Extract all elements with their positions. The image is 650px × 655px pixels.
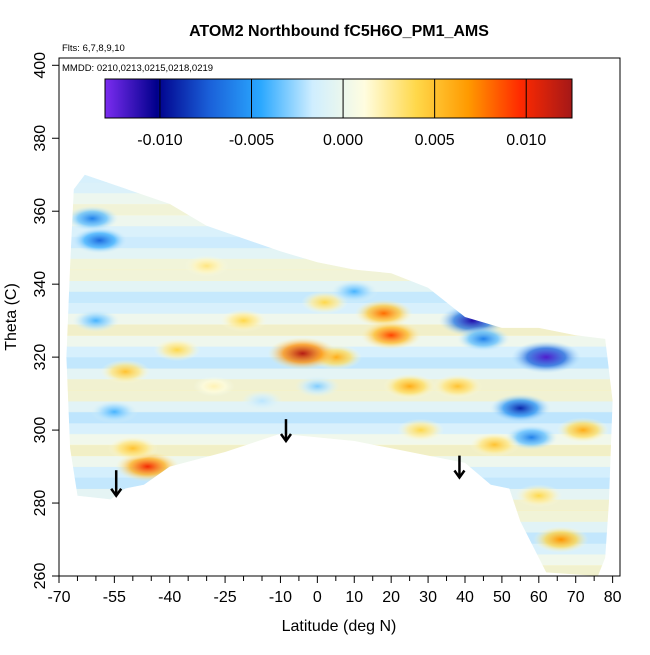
x-tick-label: -40 (158, 589, 181, 606)
x-tick-label: -70 (47, 589, 70, 606)
heatmap-patch (360, 320, 422, 350)
heatmap-row (66, 411, 613, 424)
heatmap-row (66, 335, 613, 347)
colorbar-gradient (104, 78, 573, 119)
heatmap-patch (100, 359, 151, 384)
flights-note: Flts: 6,7,8,9,10 (62, 43, 125, 54)
heatmap-row (66, 400, 613, 413)
dates-note: MMDD: 0210,0213,0215,0218,0219 (62, 63, 213, 74)
heatmap-patch (457, 326, 510, 352)
heatmap-row (66, 313, 613, 325)
y-tick-label: 280 (32, 490, 49, 517)
heatmap-patch (533, 526, 589, 553)
heatmap-patch (267, 337, 338, 370)
heatmap-patch (66, 205, 119, 232)
colorbar-tick-label: -0.005 (229, 132, 274, 149)
chart-title: ATOM2 Northbound fC5H6O_PM1_AMS (189, 23, 489, 40)
heatmap-row (66, 389, 613, 402)
heatmap-patch (241, 390, 283, 412)
y-tick-label: 340 (32, 271, 49, 298)
heatmap-patch (511, 340, 581, 374)
heatmap-patch (432, 374, 483, 399)
heatmap-patch (295, 375, 340, 398)
heatmap-patch (153, 338, 201, 362)
x-tick-label: 40 (456, 589, 474, 606)
colorbar-tick-label: -0.010 (137, 132, 182, 149)
heatmap-row (66, 269, 613, 282)
heatmap-patch (397, 418, 445, 442)
heatmap-patch (72, 309, 120, 333)
heatmap-patch (354, 299, 413, 328)
arrow-marker (279, 419, 293, 444)
arrow-marker (110, 470, 123, 498)
y-tick-label: 360 (32, 198, 49, 225)
x-tick-label: 50 (493, 589, 511, 606)
heatmap-patch (469, 432, 520, 457)
heatmap-patch (515, 484, 563, 508)
colorbar-tick-label: 0.000 (323, 132, 363, 149)
x-tick-label: 10 (345, 589, 363, 606)
heatmap-patch (556, 417, 610, 443)
x-tick-label: 60 (530, 589, 548, 606)
y-axis-label: Theta (C) (3, 283, 20, 351)
heatmap-row (66, 368, 613, 380)
x-axis-label: Latitude (deg N) (282, 618, 397, 635)
heatmap-row (66, 422, 613, 435)
x-tick-label: 20 (382, 589, 400, 606)
y-tick-label: 380 (32, 125, 49, 152)
x-tick-label: 80 (604, 589, 622, 606)
y-tick-label: 320 (32, 344, 49, 371)
colorbar: -0.010 -0.005 0.000 0.005 0.010 (104, 78, 573, 149)
heatmap-patch (489, 393, 551, 423)
colorbar-tick-label: 0.005 (415, 132, 455, 149)
heatmap-patch (330, 280, 378, 303)
heatmap-patch (71, 227, 128, 254)
heatmap-row (66, 379, 613, 391)
plot-frame (58, 57, 621, 577)
x-tick-label: -25 (214, 589, 237, 606)
x-tick-label: -55 (103, 589, 126, 606)
x-tick-label: 0 (313, 589, 322, 606)
y-tick-label: 300 (32, 417, 49, 444)
heatmap-patch (107, 436, 158, 461)
colorbar-tick-label: 0.010 (506, 132, 546, 149)
y-tick-label: 260 (32, 563, 49, 590)
heatmap-patch (193, 376, 235, 397)
heatmap-row (66, 433, 613, 446)
heatmap-patch (383, 373, 437, 399)
heatmap-row (66, 324, 613, 336)
y-axis: 260 280 300 320 340 360 380 400 (32, 52, 59, 590)
x-tick-label: 30 (419, 589, 437, 606)
x-axis: -70 -55 -40 -25 -10 0 10 20 30 40 50 60 70 80 (47, 576, 622, 606)
x-tick-label: -10 (269, 589, 292, 606)
arrow-layer (110, 419, 466, 498)
heatmap-patch (219, 309, 268, 333)
arrow-marker (453, 455, 466, 480)
heatmap-patch (184, 255, 229, 277)
x-tick-label: 70 (567, 589, 585, 606)
heatmap-patch (90, 400, 138, 424)
y-tick-label: 400 (32, 52, 49, 79)
